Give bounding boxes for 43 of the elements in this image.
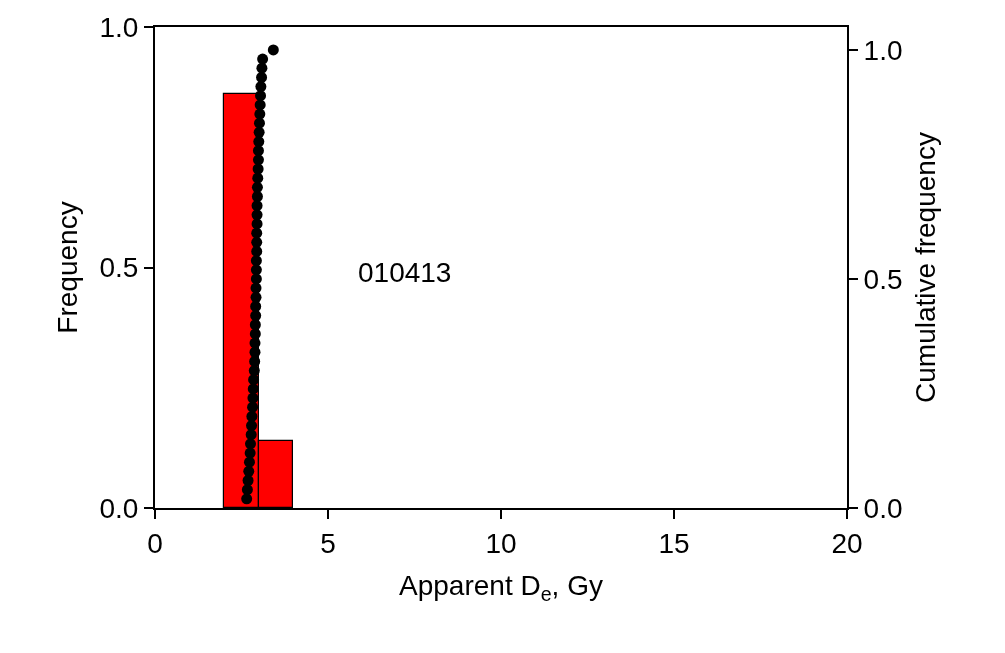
point — [256, 71, 268, 83]
point — [247, 401, 259, 413]
y2-axis-title: Cumulative frequency — [910, 132, 942, 403]
point — [246, 420, 258, 432]
point — [251, 227, 263, 239]
point — [267, 44, 279, 56]
y2-tick-label: 0.5 — [863, 263, 903, 295]
y-tick-label: 1.0 — [99, 11, 139, 43]
point — [253, 126, 265, 138]
y2-tick-label: 1.0 — [863, 34, 903, 66]
point — [249, 319, 261, 331]
y-tick-label: 0.0 — [99, 492, 139, 524]
point — [255, 90, 267, 102]
point — [249, 328, 261, 340]
y-axis-title: Frequency — [51, 201, 83, 334]
x-tick-label: 10 — [485, 527, 517, 559]
point — [251, 181, 263, 193]
point — [252, 145, 264, 157]
point — [252, 154, 264, 166]
x-tick-label: 15 — [658, 527, 690, 559]
point — [252, 172, 264, 184]
x-axis-title: Apparent D$_{e}$, Gy — [399, 570, 603, 606]
x-tick-label: 0 — [147, 527, 163, 559]
x-tick-label: 5 — [320, 527, 336, 559]
annotation: 010413 — [358, 257, 452, 288]
point — [251, 236, 263, 248]
y-tick-label: 0.5 — [99, 252, 139, 284]
point — [253, 117, 265, 129]
point — [253, 136, 265, 148]
point — [250, 255, 262, 267]
point — [241, 484, 253, 496]
point — [250, 273, 262, 285]
y2-tick-label: 0.0 — [863, 492, 903, 524]
point — [248, 365, 260, 377]
point — [257, 53, 269, 65]
point — [245, 438, 256, 450]
point — [248, 374, 260, 386]
point — [241, 493, 253, 505]
point — [243, 456, 255, 468]
point — [250, 264, 262, 276]
point — [243, 465, 255, 477]
x-tick-label: 20 — [831, 527, 863, 559]
point — [251, 191, 263, 202]
